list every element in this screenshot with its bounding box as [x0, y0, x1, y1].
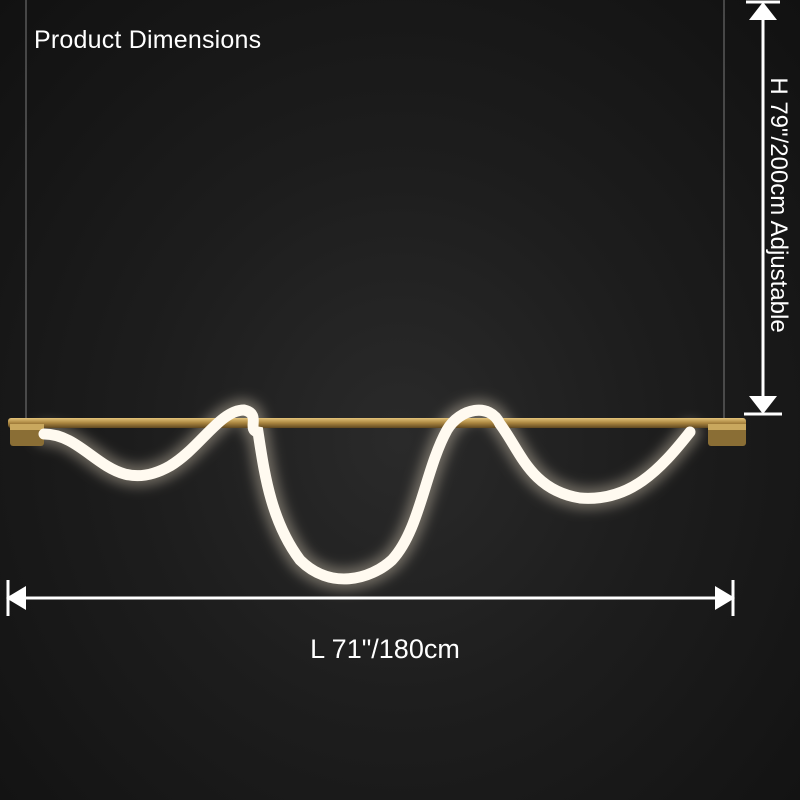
length-dimension-arrow — [6, 580, 735, 616]
length-dimension-label: L 71"/180cm — [310, 634, 460, 664]
right-cap-highlight — [708, 424, 746, 430]
height-dimension-arrow — [744, 0, 782, 416]
left-cap-highlight — [10, 424, 44, 430]
led-tube — [38, 404, 696, 585]
product-dimensions-heading: Product Dimensions — [34, 26, 262, 54]
height-dimension-label: H 79"/200cm Adjustable — [765, 77, 792, 333]
brass-bar — [8, 418, 746, 428]
